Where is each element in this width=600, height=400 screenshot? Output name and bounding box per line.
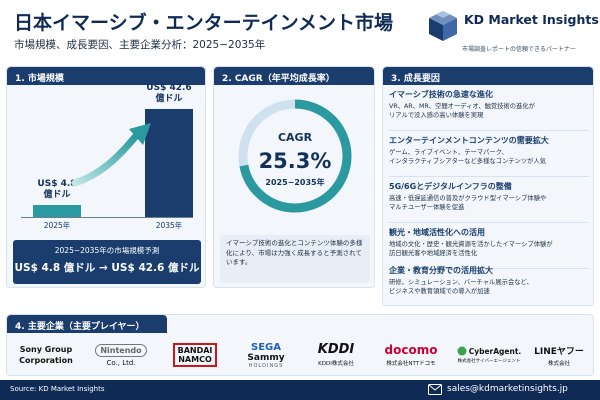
company-sub: KDDI株式会社: [318, 361, 354, 367]
cagr-period: 2025−2035年: [265, 178, 325, 187]
cube-logo-icon: [429, 11, 457, 41]
factor-title: 観光・地域活性化への活用: [389, 228, 485, 237]
bar-category-2025: 2025年: [43, 221, 71, 230]
cagr-value: 25.3%: [258, 149, 332, 173]
mail-icon: [428, 384, 442, 395]
cagr-panel: 2. CAGR（年平均成長率） CAGR 25.3% 2025−2035年 イマ…: [213, 66, 375, 288]
source-text: Source: KD Market Insights: [10, 385, 105, 393]
company-sub: 株式会社サイバーエージェント: [457, 359, 521, 364]
footer: Source: KD Market Insights sales@kdmarke…: [0, 380, 600, 400]
company-lineyahoo[interactable]: LINEヤフー 株式会社: [527, 337, 591, 373]
growth-factor: イマーシブ技術の急速な進化 VR、AR、MR、空間オーディオ、触覚技術の進化が …: [389, 89, 589, 131]
company-nintendo[interactable]: Nintendo Co., Ltd.: [85, 337, 157, 373]
factor-title: イマーシブ技術の急速な進化: [389, 90, 493, 99]
factor-desc-line: 高速・低遅延通信の普及がクラウド型イマーシブ体験や: [389, 195, 547, 202]
market-size-panel: 1. 市場規模 US$ 4.8 億ドル 2025年 US$ 42.6 億ドル 2…: [6, 66, 206, 288]
brand-tagline: 市場調査レポートの信頼できるパートナー: [462, 46, 576, 53]
cyberagent-text: CyberAgent.: [468, 346, 522, 356]
company-sony[interactable]: Sony Group Corporation: [11, 337, 81, 373]
factor-desc-line: マルチユーザー体験を促進: [389, 204, 465, 211]
company-kddi[interactable]: KDDI KDDI株式会社: [303, 337, 369, 373]
cagr-note: イマーシブ技術の進化とコンテンツ体験の多様化により、市場は力強く成長すると予測さ…: [220, 235, 370, 283]
growth-factor: 5G/6Gとデジタルインフラの整備 高速・低遅延通信の普及がクラウド型イマーシブ…: [389, 181, 589, 223]
company-name: Sony Group Corporation: [19, 345, 73, 365]
chart-baseline: [21, 217, 193, 218]
companies-heading: 4. 主要企業（主要プレイヤー）: [7, 315, 167, 333]
factor-desc-line: 訪日観光客や地域経済を活性化: [389, 250, 478, 257]
bandai-namco-logo: BANDAI NAMCO: [172, 343, 218, 367]
company-sub: 株式会社NTTドコモ: [386, 360, 436, 367]
bar-value-2035: US$ 42.6 億ドル: [146, 83, 192, 104]
bar-2035: [145, 109, 193, 217]
page-subtitle: 市場規模、成長要因、主要企業分析：2025−2035年: [14, 39, 266, 51]
growth-factor: エンターテインメントコンテンツの需要拡大 ゲーム、ライブイベント、テーマパーク、…: [389, 135, 589, 177]
company-bandai-namco[interactable]: BANDAI NAMCO: [161, 337, 229, 373]
brand-logo[interactable]: KD Market Insights 市場調査レポートの信頼できるパートナー: [428, 8, 599, 56]
forecast-value: US$ 4.8 億ドル → US$ 42.6 億ドル: [14, 262, 200, 274]
factor-desc-line: インタラクティブシアターなど多様なコンテンツが人気: [389, 158, 547, 165]
factor-desc-line: 地域の文化・歴史・観光資源を活かしたイマーシブ体験が: [389, 241, 553, 248]
cagr-heading: 2. CAGR（年平均成長率）: [214, 67, 374, 85]
cagr-label: CAGR: [277, 131, 313, 144]
factor-desc: 高速・低遅延通信の普及がクラウド型イマーシブ体験や マルチユーザー体験を促進: [389, 194, 589, 212]
factor-desc: VR、AR、MR、空間オーディオ、触覚技術の進化が リアルで没入感の高い体験を実…: [389, 102, 589, 120]
sammy-logo: Sammy: [247, 352, 285, 363]
growth-heading: 3. 成長要因: [383, 67, 593, 85]
cagr-gauge: [238, 99, 352, 213]
company-sub: HOLDINGS: [248, 362, 284, 369]
factor-title: 5G/6Gとデジタルインフラの整備: [389, 182, 512, 191]
lineyahoo-logo: LINEヤフー: [534, 346, 584, 357]
company-docomo[interactable]: docomo 株式会社NTTドコモ: [373, 337, 449, 373]
factor-desc: ゲーム、ライブイベント、テーマパーク、 インタラクティブシアターなど多様なコンテ…: [389, 148, 589, 166]
factor-desc-line: VR、AR、MR、空間オーディオ、触覚技術の進化が: [389, 103, 535, 110]
company-cyberagent[interactable]: CyberAgent. 株式会社サイバーエージェント: [453, 337, 525, 373]
company-sega-sammy[interactable]: SEGA Sammy HOLDINGS: [233, 337, 299, 373]
cyberagent-mark-icon: [457, 346, 467, 356]
cyberagent-logo: CyberAgent.: [457, 346, 522, 356]
growth-factors-panel: 3. 成長要因 イマーシブ技術の急速な進化 VR、AR、MR、空間オーディオ、触…: [382, 66, 594, 306]
bar-value-2025: US$ 4.8 億ドル: [37, 178, 77, 200]
factor-desc: 研修、シミュレーション、バーチャル展示会など、 ビジネスや教育領域での導入が加速: [389, 278, 589, 296]
cagr-gauge-arc: [238, 99, 352, 213]
forecast-label: 2025−2035年の市場規模予測: [54, 246, 160, 255]
factor-desc-line: ゲーム、ライブイベント、テーマパーク、: [389, 149, 508, 156]
factor-title: 企業・教育分野での活用拡大: [389, 266, 493, 275]
company-sub: 株式会社: [547, 360, 570, 367]
bar-category-2035: 2035年: [155, 221, 183, 230]
factor-desc-line: リアルで没入感の高い体験を実現: [389, 112, 484, 119]
header: 日本イマーシブ・エンターテインメント市場 市場規模、成長要因、主要企業分析：20…: [0, 0, 600, 62]
sega-logo: SEGA: [251, 341, 281, 353]
contact-email[interactable]: sales@kdmarketinsights.jp: [447, 384, 568, 394]
bar-2025: [33, 204, 81, 217]
growth-factor: 企業・教育分野での活用拡大 研修、シミュレーション、バーチャル展示会など、 ビジ…: [389, 265, 589, 305]
factor-desc: 地域の文化・歴史・観光資源を活かしたイマーシブ体験が 訪日観光客や地域経済を活性…: [389, 240, 589, 258]
growth-factor: 観光・地域活性化への活用 地域の文化・歴史・観光資源を活かしたイマーシブ体験が …: [389, 227, 589, 269]
nintendo-logo: Nintendo: [95, 343, 147, 357]
factor-title: エンターテインメントコンテンツの需要拡大: [389, 136, 549, 145]
brand-name: KD Market Insights: [464, 12, 599, 27]
companies-panel: 4. 主要企業（主要プレイヤー） Sony Group Corporation …: [6, 314, 594, 376]
docomo-logo: docomo: [384, 342, 438, 357]
market-size-heading: 1. 市場規模: [7, 67, 205, 85]
kddi-logo: KDDI: [317, 342, 355, 357]
growth-arrow-icon: [71, 123, 151, 187]
forecast-box: 2025−2035年の市場規模予測 US$ 4.8 億ドル → US$ 42.6…: [13, 240, 201, 284]
factor-desc-line: 研修、シミュレーション、バーチャル展示会など、: [389, 279, 533, 286]
page-title: 日本イマーシブ・エンターテインメント市場: [14, 12, 394, 34]
factor-desc-line: ビジネスや教育領域での導入が加速: [389, 288, 490, 295]
company-sub: Co., Ltd.: [106, 358, 136, 367]
